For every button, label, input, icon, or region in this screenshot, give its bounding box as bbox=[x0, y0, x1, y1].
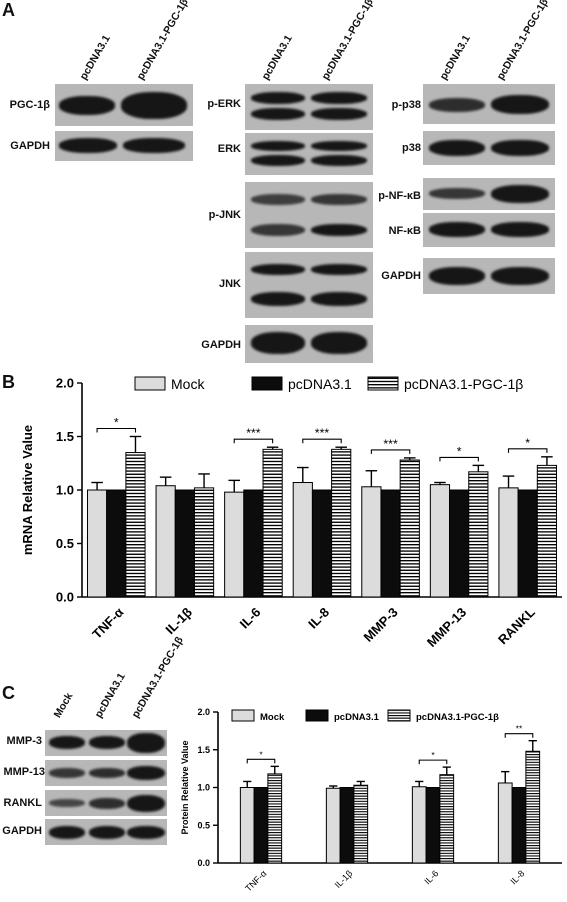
panel-b-letter: B bbox=[2, 372, 15, 392]
blotc-strip-mmp3 bbox=[45, 730, 167, 756]
bar-horizontal-stripes bbox=[267, 773, 283, 864]
blot3-label-p38: p38 bbox=[402, 142, 421, 154]
blot2-label-jnk: JNK bbox=[218, 278, 241, 290]
significance-marker: *** bbox=[383, 437, 398, 451]
significance-bracket bbox=[246, 758, 276, 764]
blotc-label-mmp3: MMP-3 bbox=[6, 735, 42, 747]
category-label: IL-8 bbox=[508, 868, 526, 886]
category-label: IL-1β bbox=[333, 868, 355, 890]
blot1-strip-pgc1b bbox=[55, 84, 193, 126]
bar-light-gray bbox=[239, 787, 255, 864]
significance-marker: * bbox=[457, 444, 462, 458]
bar-horizontal-stripes bbox=[525, 750, 541, 864]
legend-label: pcDNA3.1 bbox=[288, 376, 352, 392]
y-tick-label: 1.5 bbox=[197, 745, 210, 755]
y-tick-label: 1.0 bbox=[197, 783, 210, 793]
significance-marker: ** bbox=[516, 724, 523, 734]
category-label: TNF-α bbox=[243, 868, 268, 893]
significance-marker: * bbox=[114, 416, 119, 430]
y-tick-label: 0.5 bbox=[56, 536, 74, 551]
legend-swatch bbox=[305, 709, 329, 722]
blot2-strip-erk bbox=[245, 133, 373, 175]
legend-label: pcDNA3.1 bbox=[334, 712, 380, 723]
blot3-label-gapdh: GAPDH bbox=[381, 270, 421, 282]
y-tick-label: 1.5 bbox=[56, 429, 74, 444]
significance-bracket bbox=[302, 438, 342, 444]
blotc-label-gapdh: GAPDH bbox=[2, 825, 42, 837]
bar-light-gray bbox=[325, 787, 341, 864]
panel-c-letter: C bbox=[2, 683, 15, 703]
blot1-label-pgc1b: PGC-1β bbox=[9, 99, 50, 111]
y-tick-label: 0.0 bbox=[56, 590, 74, 605]
panel-a-letter: A bbox=[2, 0, 15, 20]
y-axis-label: Protein Relative Value bbox=[180, 740, 190, 834]
blot1-label-gapdh: GAPDH bbox=[10, 140, 50, 152]
blot1-strip-gapdh bbox=[55, 131, 193, 161]
blot2-strip-gapdh bbox=[245, 325, 373, 363]
legend-label: pcDNA3.1-PGC-1β bbox=[404, 376, 523, 392]
significance-marker: * bbox=[431, 750, 435, 760]
bar-horizontal-stripes bbox=[439, 774, 455, 864]
significance-bracket bbox=[96, 427, 137, 433]
legend-label: Mock bbox=[260, 712, 285, 723]
blot3-label-p-p38: p-p38 bbox=[391, 99, 421, 111]
blot3-strip-p-p38 bbox=[423, 84, 555, 124]
blot3-strip-nf-kb bbox=[423, 213, 555, 247]
bar-black bbox=[511, 787, 527, 864]
blot2-label-erk: ERK bbox=[217, 143, 241, 155]
significance-bracket bbox=[233, 438, 274, 444]
significance-bracket bbox=[504, 733, 534, 738]
bar-light-gray bbox=[497, 782, 513, 864]
significance-marker: *** bbox=[246, 426, 261, 440]
significance-bracket bbox=[439, 456, 479, 462]
blotc-label-rankl: RANKL bbox=[3, 797, 43, 809]
legend-swatch bbox=[367, 376, 399, 391]
blot2-label-gapdh: GAPDH bbox=[201, 339, 241, 351]
bar-black bbox=[253, 787, 269, 864]
significance-bracket bbox=[370, 449, 411, 454]
legend-swatch bbox=[387, 709, 411, 722]
blot3-strip-p-nf-kb bbox=[423, 178, 555, 210]
blotc-label-mmp13: MMP-13 bbox=[3, 766, 45, 778]
legend-swatch bbox=[251, 376, 283, 391]
significance-marker: *** bbox=[315, 426, 330, 440]
blot2-strip-p-erk bbox=[245, 84, 373, 130]
y-axis-label: mRNA Relative Value bbox=[20, 425, 35, 555]
legend-swatch bbox=[231, 709, 255, 722]
significance-marker: * bbox=[259, 749, 263, 759]
y-tick-label: 1.0 bbox=[56, 483, 74, 498]
legend-swatch bbox=[134, 376, 166, 391]
blot3-strip-p38 bbox=[423, 131, 555, 165]
bar-light-gray bbox=[411, 786, 427, 864]
blotc-strip-mmp13 bbox=[45, 760, 167, 786]
y-tick-label: 0.0 bbox=[197, 858, 210, 868]
blot2-label-p-jnk: p-JNK bbox=[208, 209, 241, 221]
blotc-strip-rankl bbox=[45, 790, 167, 816]
blot3-label-nf-kb: NF-κB bbox=[388, 225, 421, 237]
blot3-label-p-nf-kb: p-NF-κB bbox=[378, 190, 421, 202]
blot3-strip-gapdh bbox=[423, 258, 555, 294]
bar-horizontal-stripes bbox=[353, 784, 369, 864]
significance-marker: * bbox=[525, 436, 530, 450]
significance-bracket bbox=[507, 448, 548, 453]
blot2-strip-jnk bbox=[245, 252, 373, 318]
blot2-label-p-erk: p-ERK bbox=[207, 98, 241, 110]
legend-label: Mock bbox=[171, 376, 205, 392]
category-label: IL-6 bbox=[422, 868, 440, 886]
legend-label: pcDNA3.1-PGC-1β bbox=[416, 712, 499, 723]
y-tick-label: 2.0 bbox=[197, 707, 210, 717]
bar-black bbox=[425, 787, 441, 864]
blot2-strip-p-jnk bbox=[245, 182, 373, 248]
y-tick-label: 0.5 bbox=[197, 820, 210, 830]
blotc-strip-gapdh bbox=[45, 819, 167, 845]
bar-black bbox=[339, 787, 355, 864]
significance-bracket bbox=[418, 759, 448, 765]
y-tick-label: 2.0 bbox=[56, 376, 74, 391]
